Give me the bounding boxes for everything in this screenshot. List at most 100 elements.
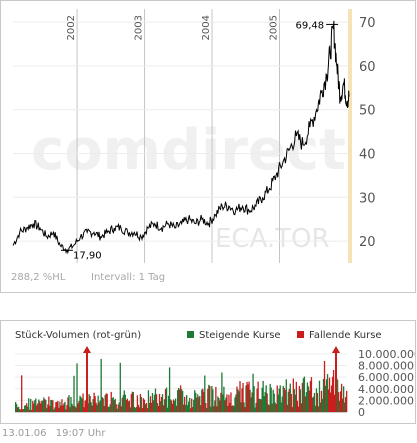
- price-chart-panel: comdirect ECA.TOR 2002 2003 2004 2005 20 30 4…: [0, 0, 416, 293]
- volume-bar: [274, 402, 276, 412]
- volume-bar: [321, 398, 324, 412]
- volume-bar: [18, 406, 20, 412]
- volume-tick-label: 10.000.000: [358, 348, 415, 361]
- volume-bar: [165, 387, 168, 412]
- volume-bar: [71, 403, 73, 412]
- volume-bar: [282, 385, 284, 412]
- volume-bar: [256, 388, 258, 412]
- volume-bar: [49, 405, 51, 412]
- volume-bar: [135, 406, 138, 412]
- price-annotations: 69,48 17,90: [60, 20, 339, 261]
- volume-bar: [214, 400, 216, 412]
- volume-bar: [326, 374, 329, 412]
- volume-bar: [92, 399, 94, 412]
- volume-bar: [250, 397, 252, 412]
- volume-chart: Stück-Volumen (rot-grün) Steigende Kurse…: [15, 330, 417, 419]
- price-grid: [13, 9, 352, 263]
- volume-bar: [268, 405, 270, 412]
- volume-bar: [145, 403, 148, 412]
- volume-bar: [133, 406, 136, 412]
- volume-bar: [44, 399, 46, 412]
- volume-bar: [164, 389, 167, 412]
- volume-bar: [186, 395, 188, 412]
- legend-down-swatch: [297, 331, 304, 338]
- volume-bar: [94, 396, 96, 412]
- volume-bar: [199, 396, 201, 412]
- volume-bar: [252, 373, 254, 412]
- volume-bar: [208, 384, 210, 412]
- volume-bar: [310, 377, 313, 412]
- volume-bar: [331, 376, 334, 412]
- volume-bar: [174, 398, 177, 412]
- volume-bar: [183, 404, 185, 412]
- volume-bar: [303, 376, 306, 412]
- volume-bar: [318, 380, 321, 412]
- volume-bar: [260, 399, 262, 412]
- volume-bar: [166, 407, 169, 412]
- legend-up-swatch: [187, 331, 194, 338]
- volume-bar: [45, 400, 47, 412]
- legend-down-label: Fallende Kurse: [309, 330, 382, 341]
- volume-bar: [159, 401, 162, 412]
- volume-bar: [138, 407, 141, 412]
- volume-bar: [63, 403, 65, 412]
- volume-bar: [218, 398, 220, 412]
- volume-bar: [24, 405, 26, 412]
- volume-bar: [195, 392, 197, 412]
- volume-bar: [67, 397, 69, 412]
- off-scale-arrow: [83, 346, 91, 353]
- volume-bar: [74, 406, 76, 412]
- volume-bar: [119, 362, 121, 412]
- volume-bar: [200, 405, 202, 412]
- volume-bar: [113, 400, 115, 412]
- ticker-watermark: ECA.TOR: [215, 224, 330, 254]
- volume-bar: [148, 403, 151, 412]
- volume-bar: [150, 402, 153, 412]
- volume-bar: [129, 407, 131, 412]
- price-axis: 20 30 40 50 60 70: [359, 16, 376, 250]
- volume-bar: [279, 385, 281, 412]
- volume-bar: [116, 408, 118, 412]
- volume-bar: [58, 407, 60, 412]
- volume-bar: [54, 407, 56, 412]
- volume-bar: [292, 378, 294, 412]
- volume-bar: [185, 404, 187, 412]
- volume-bar: [329, 392, 332, 412]
- volume-bar: [297, 406, 300, 412]
- volume-bar: [36, 405, 38, 412]
- volume-bar: [251, 392, 253, 412]
- volume-bar: [206, 408, 208, 412]
- volume-bar: [42, 400, 44, 412]
- volume-bar: [83, 407, 85, 412]
- volume-bar: [309, 381, 312, 412]
- volume-bar: [117, 404, 119, 412]
- volume-bar: [111, 398, 113, 412]
- volume-bar: [56, 401, 58, 412]
- volume-bar: [105, 393, 107, 412]
- volume-bar: [104, 395, 106, 412]
- volume-bar: [249, 389, 251, 412]
- volume-bar: [40, 403, 42, 412]
- volume-bar: [296, 400, 299, 412]
- volume-bar: [23, 409, 25, 412]
- volume-bar: [16, 404, 18, 412]
- volume-bar: [171, 403, 174, 412]
- volume-bar: [93, 392, 95, 412]
- volume-bar: [144, 404, 147, 412]
- volume-bar: [163, 399, 166, 412]
- off-scale-arrow: [332, 346, 340, 353]
- volume-bar: [341, 398, 344, 412]
- volume-bar: [237, 389, 239, 412]
- volume-bar: [152, 400, 155, 412]
- volume-bar: [62, 405, 64, 412]
- volume-bar: [217, 396, 219, 412]
- volume-bar: [287, 391, 289, 412]
- volume-bar: [227, 406, 229, 412]
- volume-bar: [187, 405, 189, 412]
- volume-bar: [312, 396, 315, 412]
- volume-bar: [75, 407, 77, 412]
- volume-bar: [128, 400, 130, 412]
- volume-bar: [41, 400, 43, 412]
- volume-bar: [301, 382, 304, 412]
- volume-bar: [137, 404, 140, 412]
